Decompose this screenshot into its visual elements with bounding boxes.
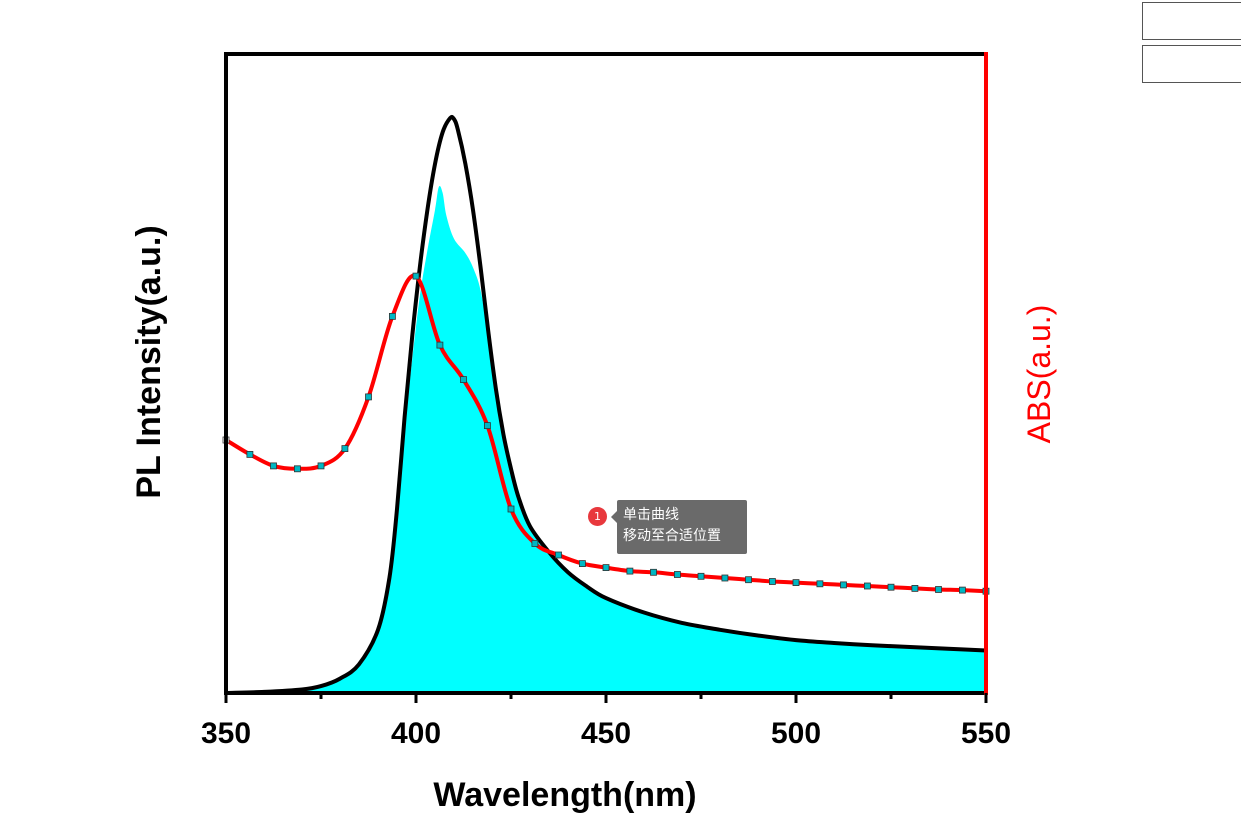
- abs-point[interactable]: [840, 581, 847, 589]
- pl-fill-area[interactable]: [226, 186, 986, 693]
- x-tick-label: 400: [391, 717, 441, 750]
- abs-point[interactable]: [626, 567, 634, 575]
- abs-point[interactable]: [270, 462, 277, 470]
- abs-point[interactable]: [531, 540, 539, 547]
- abs-point[interactable]: [483, 422, 491, 430]
- top-right-box-1[interactable]: [1142, 2, 1241, 40]
- abs-point[interactable]: [674, 571, 681, 578]
- top-right-box-2[interactable]: [1142, 45, 1241, 83]
- abs-point[interactable]: [602, 564, 610, 571]
- tooltip-line-2: 移动至合适位置: [623, 528, 721, 544]
- tooltip-line-1: 单击曲线: [623, 507, 679, 523]
- abs-point[interactable]: [911, 585, 919, 592]
- plot-area[interactable]: [222, 114, 990, 695]
- abs-point[interactable]: [293, 465, 301, 473]
- abs-point[interactable]: [745, 576, 752, 584]
- x-axis-title: Wavelength(nm): [433, 776, 696, 814]
- abs-point[interactable]: [935, 586, 942, 593]
- abs-point[interactable]: [388, 312, 396, 320]
- abs-point[interactable]: [769, 578, 776, 585]
- abs-point[interactable]: [792, 579, 800, 586]
- abs-point[interactable]: [864, 582, 871, 590]
- tooltip-step-badge: 1: [588, 507, 607, 526]
- abs-point[interactable]: [246, 450, 254, 458]
- abs-point[interactable]: [507, 505, 515, 513]
- abs-point[interactable]: [697, 572, 705, 580]
- x-tick-label: 350: [201, 717, 251, 750]
- x-axis-ticks: 350 400 450 500 550: [201, 693, 1011, 750]
- tooltip: 单击曲线 移动至合适位置: [611, 500, 747, 554]
- x-tick-label: 450: [581, 717, 631, 750]
- abs-point[interactable]: [412, 272, 420, 280]
- abs-point[interactable]: [887, 583, 895, 591]
- abs-point[interactable]: [317, 462, 325, 470]
- abs-point[interactable]: [579, 560, 586, 567]
- x-tick-label: 500: [771, 717, 821, 750]
- abs-point[interactable]: [555, 551, 562, 559]
- abs-point[interactable]: [365, 393, 372, 401]
- x-tick-label: 550: [961, 717, 1011, 750]
- abs-point[interactable]: [816, 580, 824, 588]
- y-axis-title-right: ABS(a.u.): [1021, 305, 1057, 444]
- abs-point[interactable]: [341, 445, 349, 453]
- abs-point[interactable]: [959, 586, 966, 594]
- abs-point[interactable]: [460, 376, 467, 384]
- pl-outline-line[interactable]: [225, 114, 987, 695]
- y-axis-title-left: PL Intensity(a.u.): [130, 225, 168, 498]
- abs-point[interactable]: [721, 574, 729, 582]
- abs-line[interactable]: [224, 273, 987, 594]
- abs-point[interactable]: [650, 568, 657, 576]
- abs-point[interactable]: [436, 341, 444, 349]
